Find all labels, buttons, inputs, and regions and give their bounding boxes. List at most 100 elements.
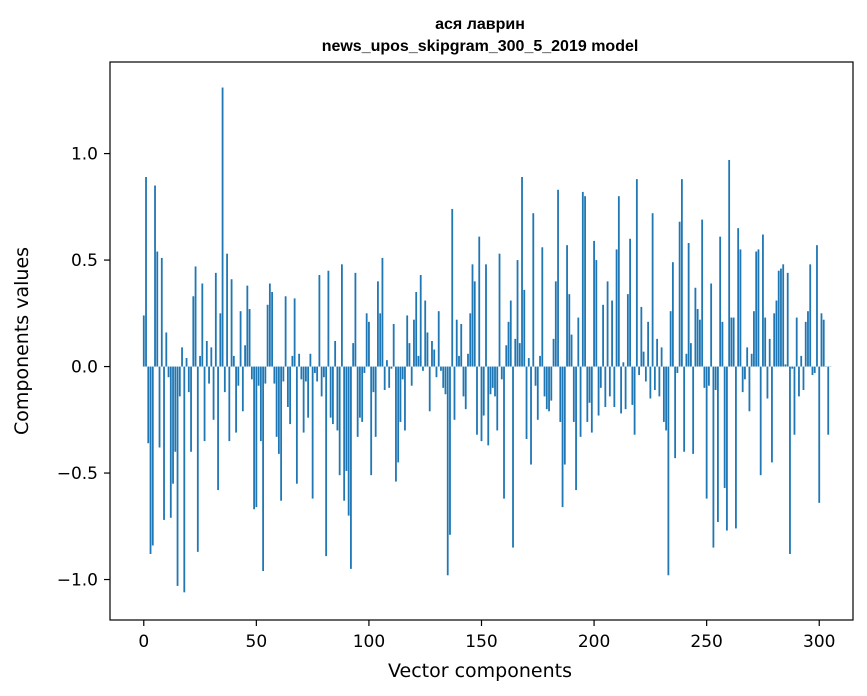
bar-98: [363, 366, 366, 373]
bar-76: [313, 366, 316, 373]
bar-302: [822, 319, 825, 367]
bar-236: [674, 366, 677, 459]
bar-198: [588, 366, 591, 403]
bar-0: [142, 315, 145, 367]
bar-257: [721, 321, 724, 367]
bar-157: [496, 366, 499, 431]
bar-101: [370, 366, 373, 476]
bar-57: [271, 292, 274, 367]
bar-275: [762, 234, 764, 367]
bar-72: [304, 366, 307, 382]
bar-7: [158, 366, 161, 448]
bar-97: [361, 366, 364, 422]
bar-196: [584, 196, 586, 367]
bar-273: [757, 249, 760, 367]
bar-82: [327, 270, 330, 367]
bar-233: [667, 366, 670, 576]
bar-61: [280, 366, 283, 501]
bar-85: [334, 341, 337, 367]
bar-139: [455, 319, 458, 367]
bar-291: [798, 366, 800, 397]
bar-150: [480, 366, 483, 442]
bar-193: [577, 317, 580, 367]
bar-145: [469, 313, 472, 367]
bar-122: [417, 355, 420, 367]
bar-109: [388, 366, 391, 388]
bar-131: [437, 311, 440, 367]
bar-33: [217, 366, 219, 491]
bar-4: [151, 366, 154, 546]
bar-161: [505, 345, 508, 367]
bar-271: [753, 311, 755, 367]
bar-132: [440, 366, 442, 371]
bar-219: [635, 179, 638, 367]
x-tick-label: 50: [246, 632, 268, 652]
y-axis-ticks: −1.0 −0.5 0.0 0.5 1.0: [57, 145, 110, 591]
bar-184: [557, 189, 559, 367]
bar-127: [428, 366, 431, 412]
bar-103: [374, 366, 377, 437]
bar-58: [273, 366, 276, 384]
bar-35: [221, 87, 224, 367]
bar-269: [748, 366, 751, 412]
bar-265: [739, 249, 742, 367]
bar-226: [651, 213, 654, 367]
bar-69: [298, 353, 301, 367]
bar-3: [149, 366, 152, 554]
bar-174: [534, 366, 537, 386]
bar-255: [717, 366, 719, 523]
bar-158: [498, 253, 501, 367]
bar-229: [658, 366, 661, 397]
bar-99: [365, 313, 368, 367]
bars-group: [142, 87, 832, 593]
y-tick-label: 0.5: [71, 251, 98, 271]
bar-175: [536, 366, 539, 420]
bar-2: [147, 366, 150, 444]
bar-5: [154, 185, 156, 367]
bar-283: [780, 268, 782, 367]
bar-84: [331, 366, 334, 425]
bar-217: [631, 366, 634, 405]
bar-272: [755, 251, 758, 367]
bar-100: [368, 321, 370, 367]
bar-77: [316, 366, 319, 382]
bar-64: [286, 366, 289, 408]
bar-36: [223, 366, 226, 393]
bar-297: [811, 366, 814, 376]
bar-299: [816, 245, 818, 367]
bar-79: [320, 366, 323, 397]
bar-267: [744, 366, 746, 380]
x-tick-label: 150: [465, 632, 497, 652]
bar-86: [336, 366, 339, 431]
bar-73: [307, 366, 310, 418]
bar-146: [471, 264, 474, 367]
bar-95: [356, 366, 359, 437]
bar-224: [647, 321, 650, 367]
bar-128: [431, 341, 433, 367]
bar-160: [503, 366, 505, 499]
bar-15: [176, 366, 179, 586]
bar-171: [527, 358, 530, 367]
bar-288: [791, 366, 794, 369]
bar-208: [611, 300, 613, 367]
bar-170: [525, 366, 528, 439]
bar-281: [775, 300, 778, 367]
bar-235: [671, 262, 674, 367]
bar-206: [606, 281, 609, 367]
bar-93: [352, 343, 355, 367]
bar-239: [680, 179, 683, 367]
bar-118: [408, 343, 411, 367]
bar-94: [354, 272, 357, 367]
bar-246: [696, 309, 699, 367]
bar-191: [572, 366, 575, 422]
bar-107: [383, 366, 386, 390]
bar-31: [212, 366, 215, 420]
bar-225: [649, 366, 652, 399]
bar-211: [617, 196, 620, 367]
bar-106: [381, 257, 384, 367]
bar-124: [422, 366, 424, 371]
bar-274: [759, 366, 762, 476]
bar-214: [624, 366, 627, 410]
bar-143: [464, 366, 467, 410]
